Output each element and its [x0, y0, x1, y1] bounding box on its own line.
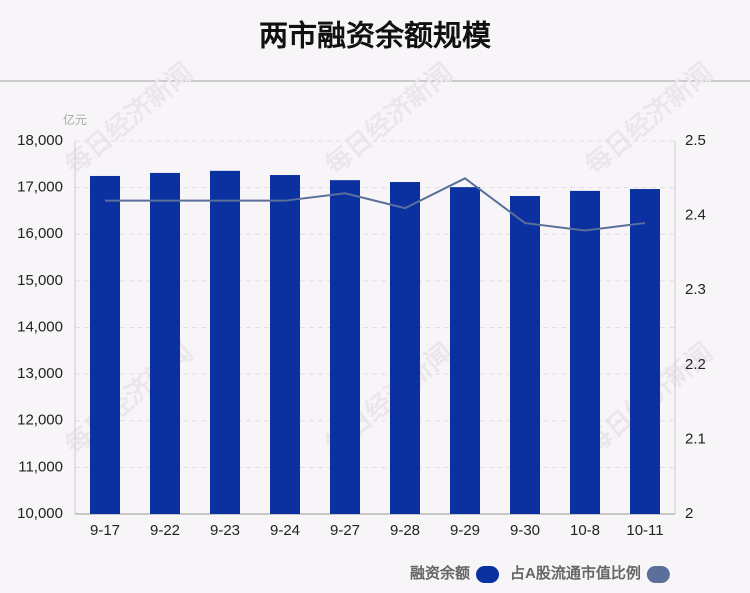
y-tick-label: 11,000	[18, 458, 63, 475]
legend-label: 占A股流通市值比例	[510, 564, 641, 582]
y-unit: 亿元	[63, 112, 87, 127]
y2-tick-label: 2	[685, 505, 693, 522]
y2-tick-label: 2.2	[685, 356, 706, 373]
bar	[210, 170, 240, 514]
bar	[90, 175, 120, 514]
y2-tick-label: 2.3	[685, 281, 706, 298]
chart-title: 两市融资余额规模	[259, 19, 492, 53]
y2-tick-label: 2.5	[685, 132, 706, 149]
x-tick-label: 9-28	[390, 522, 420, 539]
y2-tick-label: 2.1	[685, 430, 706, 447]
y-tick-label: 17,000	[17, 179, 63, 196]
line	[105, 177, 646, 232]
bar	[270, 175, 300, 514]
y2-tick-label: 2.4	[685, 207, 706, 224]
x-tick-label: 9-17	[90, 522, 120, 539]
bar	[510, 196, 540, 514]
bar	[390, 182, 420, 514]
x-tick-label: 9-24	[270, 522, 300, 539]
y-tick-label: 16,000	[17, 225, 63, 242]
y-tick-label: 13,000	[17, 365, 63, 382]
y-tick-label: 14,000	[17, 318, 63, 335]
legend-swatch	[476, 566, 500, 583]
x-tick-label: 9-22	[150, 522, 180, 539]
x-tick-label: 9-29	[450, 522, 480, 539]
x-tick-label: 10-8	[570, 522, 600, 539]
y-tick-label: 10,000	[17, 505, 63, 522]
legend-label: 融资余额	[410, 564, 470, 582]
x-tick-label: 9-30	[510, 522, 540, 539]
x-tick-label: 9-27	[330, 522, 360, 539]
legend-swatch	[646, 566, 670, 583]
x-tick-label: 9-23	[210, 522, 240, 539]
bar	[630, 189, 660, 514]
y-tick-label: 15,000	[17, 272, 63, 289]
bar	[570, 190, 600, 515]
y-tick-label: 18,000	[17, 132, 63, 149]
bar	[330, 180, 360, 515]
bar	[450, 187, 480, 514]
bar	[150, 172, 180, 515]
x-tick-label: 10-11	[626, 522, 663, 539]
y-tick-label: 12,000	[17, 412, 63, 429]
